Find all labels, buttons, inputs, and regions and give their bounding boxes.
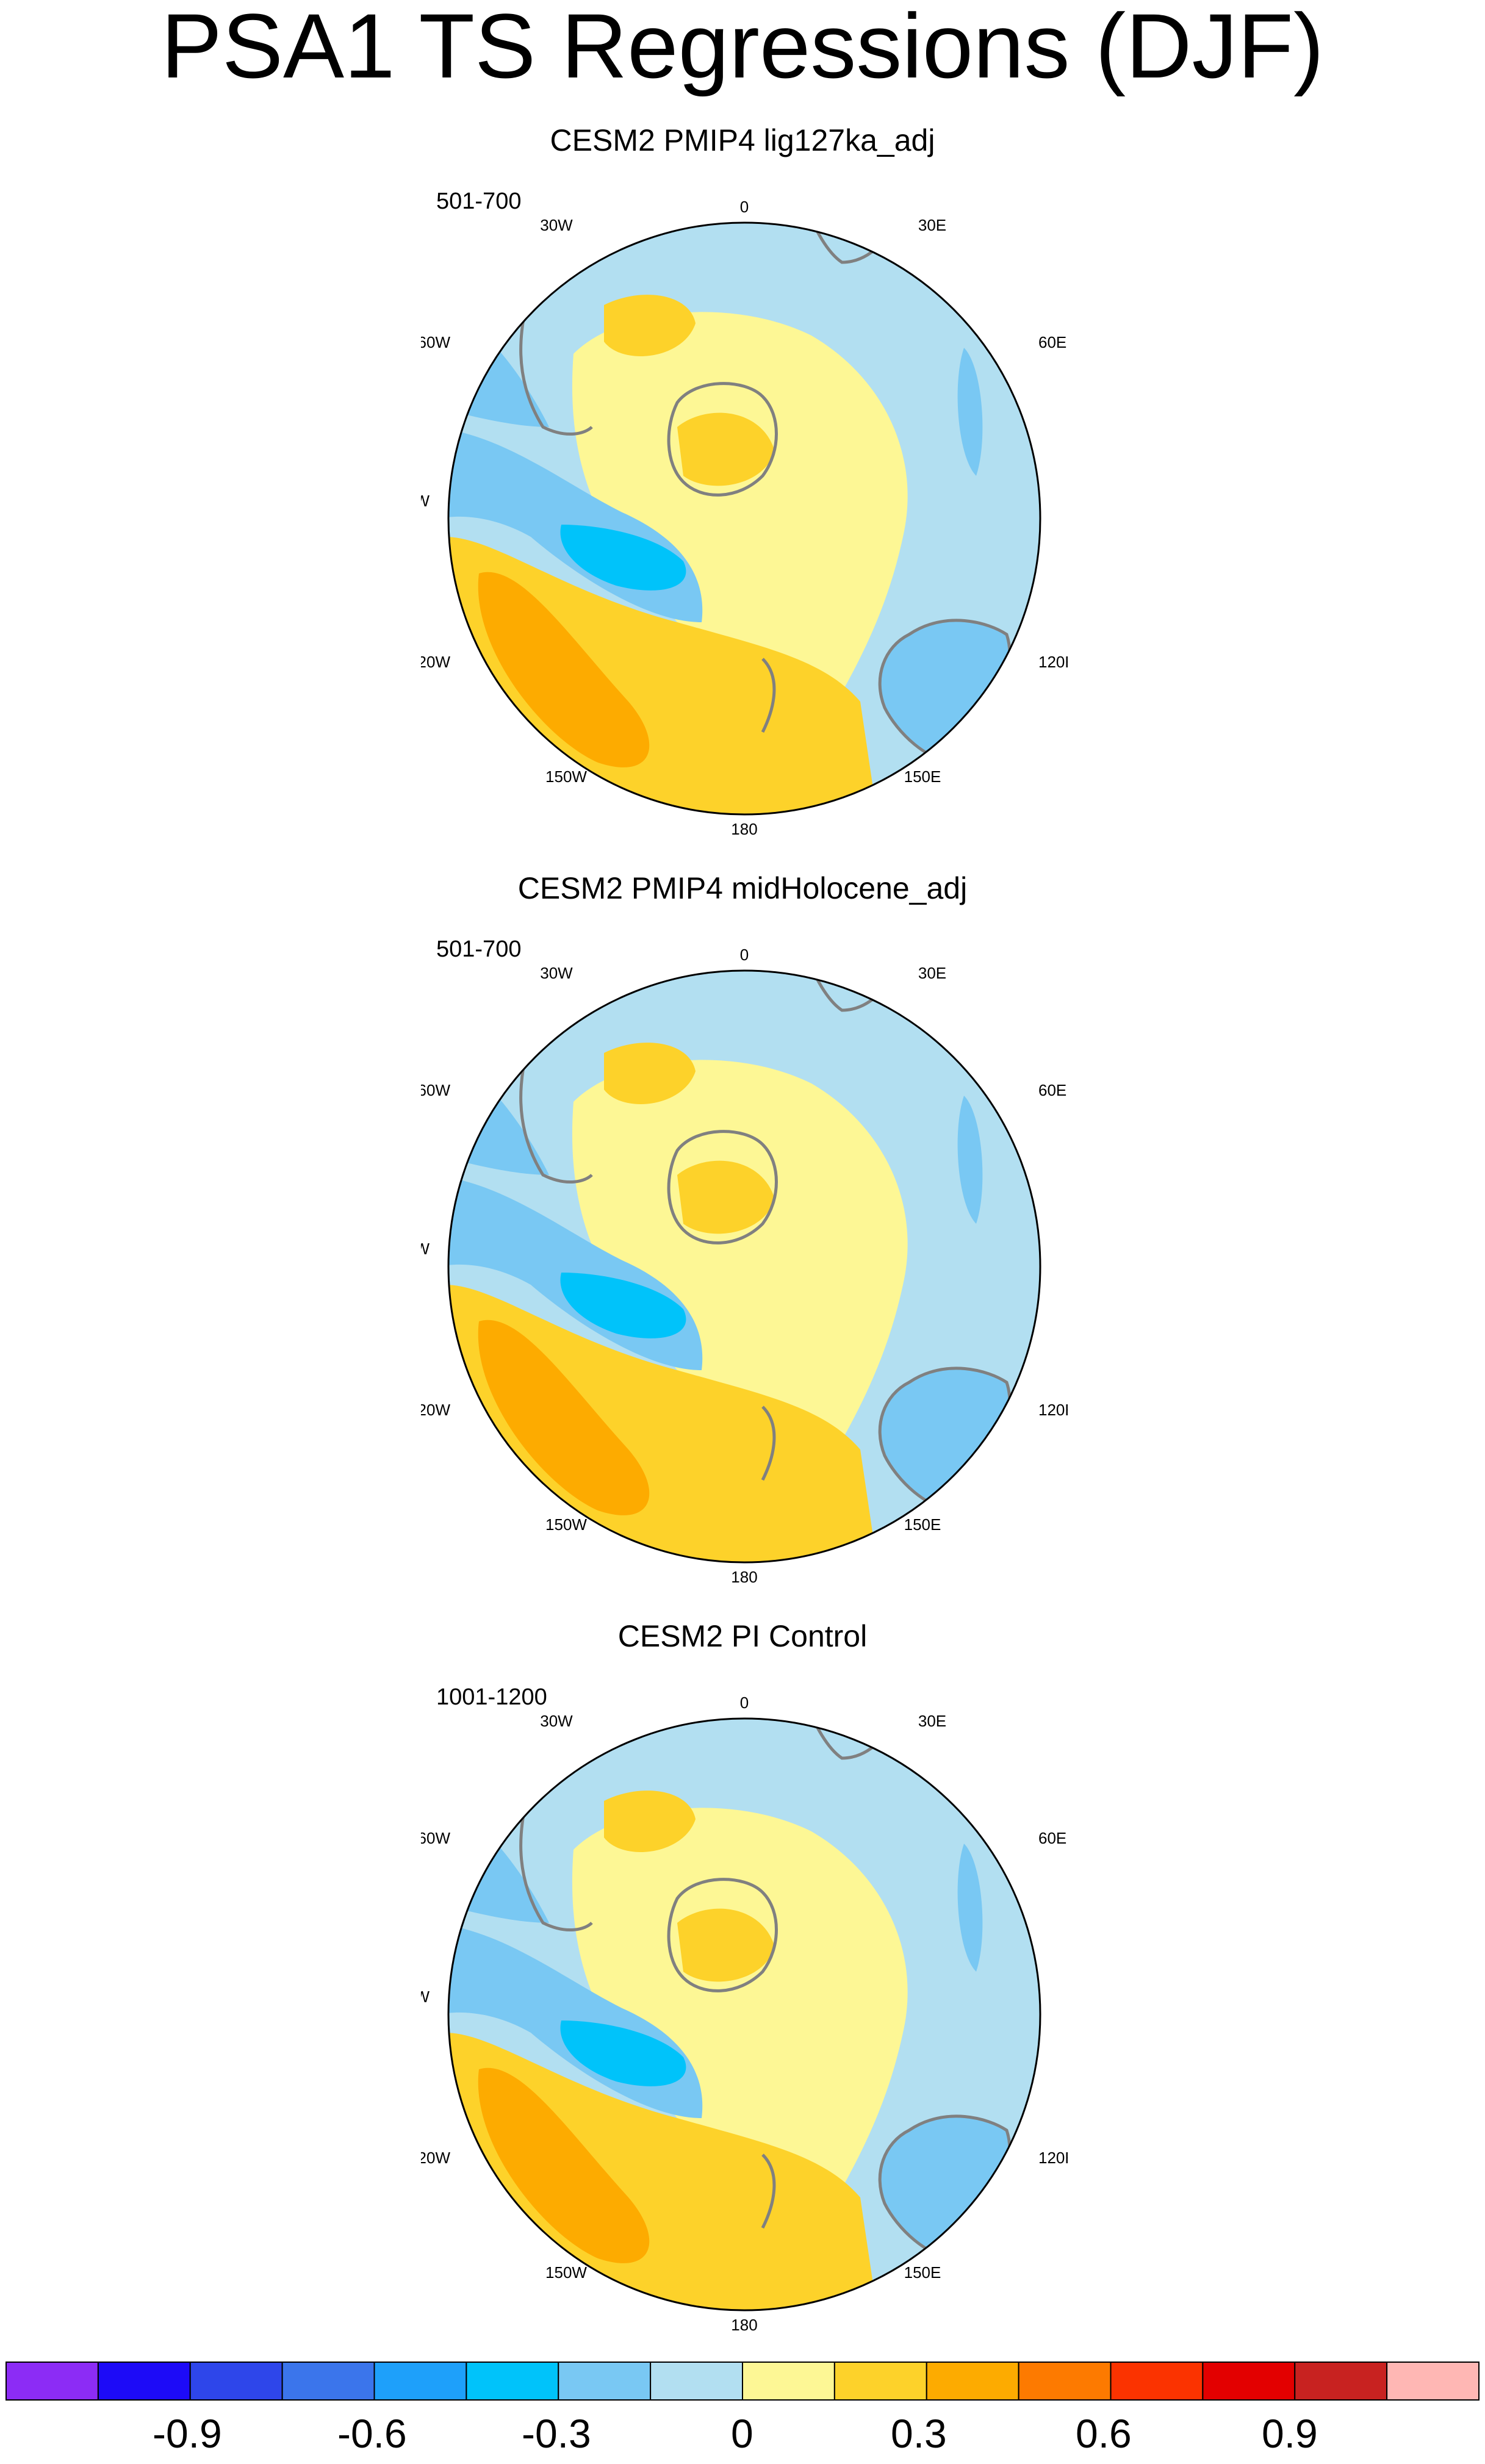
negative-region (560, 525, 686, 591)
longitude-label: 150W (545, 767, 587, 786)
panel-lig127ka: CESM2 PMIP4 lig127ka_adj 501-700 0 30W 30E… (0, 122, 1485, 870)
map-frame (447, 221, 1041, 816)
colorbar-label: 0 (731, 2411, 753, 2456)
longitude-label: 30E (918, 1712, 946, 1730)
colorbar-swatch (281, 2362, 375, 2401)
colorbar-label: 0.6 (1076, 2411, 1132, 2456)
colorbar-swatch (558, 2362, 652, 2401)
longitude-label: 180 (731, 820, 757, 838)
positive-region (677, 1160, 775, 1234)
longitude-label: 30W (540, 1712, 573, 1730)
field-shading (448, 971, 1040, 1562)
positive-region (604, 295, 696, 356)
longitude-label: 150W (545, 2263, 587, 2282)
period-label: 1001-1200 (436, 1684, 547, 1710)
longitude-label: 180 (731, 1568, 757, 1586)
colorbar-label: 0.3 (891, 2411, 947, 2456)
negative-region (560, 1273, 686, 1338)
longitude-label: 90W (421, 1988, 430, 2006)
colorbar-swatch (466, 2362, 559, 2401)
colorbar-swatch (1202, 2362, 1296, 2401)
antarctica-outline (667, 382, 778, 497)
negative-region (957, 1844, 983, 1972)
panel-title: CESM2 PI Control (617, 1619, 868, 1653)
panel-midholocene: CESM2 PMIP4 midHolocene_adj 501-700 0 30W… (0, 870, 1485, 1618)
longitude-label: 0 (740, 946, 749, 964)
longitude-label: 120W (421, 1401, 450, 1419)
longitude-label: 120E (1038, 1401, 1068, 1419)
new-zealand-outline (761, 1406, 776, 1481)
colorbar (5, 2362, 1480, 2401)
period-label: 501-700 (436, 189, 522, 214)
longitude-label: 0 (740, 1694, 749, 1712)
colorbar-swatch (650, 2362, 743, 2401)
polar-map: 030W30E60W60E90W90E120W120E150W150E180 (421, 946, 1068, 1586)
colorbar-swatch (1110, 2362, 1204, 2401)
colorbar-swatch (97, 2362, 191, 2401)
longitude-label: 120E (1038, 2149, 1068, 2167)
map-frame (447, 1717, 1041, 2311)
longitude-label: 150E (904, 1515, 941, 1534)
longitude-label: 30W (540, 216, 573, 234)
positive-region (677, 412, 775, 486)
longitude-label: 120E (1038, 653, 1068, 671)
longitude-label: 90W (421, 1240, 430, 1258)
colorbar-swatch (5, 2362, 99, 2401)
colorbar-swatch (1018, 2362, 1112, 2401)
new-zealand-outline (761, 658, 776, 733)
field-shading (448, 1719, 1040, 2310)
longitude-label: 120W (421, 653, 450, 671)
longitude-label: 30E (918, 216, 946, 234)
negative-region (560, 2020, 686, 2086)
polar-map: 030W30E60W60E90W90E120W120E150W150E180 (421, 1694, 1068, 2334)
longitude-label: 90W (421, 492, 430, 510)
new-zealand-outline (761, 2153, 776, 2229)
longitude-label: 150W (545, 1515, 587, 1534)
longitude-label: 60E (1038, 1829, 1066, 1847)
polar-map: 030W30E60W60E90W90E120W120E150W150E180 (421, 198, 1068, 838)
colorbar-swatch (833, 2362, 927, 2401)
antarctica-outline (667, 1130, 778, 1245)
longitude-label: 60E (1038, 1081, 1066, 1099)
longitude-label: 30E (918, 964, 946, 982)
colorbar-label: -0.9 (153, 2411, 222, 2456)
panel-title: CESM2 PMIP4 lig127ka_adj (550, 123, 935, 157)
field-shading (448, 223, 1040, 814)
colorbar-swatch (1294, 2362, 1388, 2401)
longitude-label: 0 (740, 198, 749, 216)
colorbar-label: 0.9 (1262, 2411, 1318, 2456)
negative-region (957, 1096, 983, 1224)
longitude-label: 60E (1038, 333, 1066, 351)
negative-region (957, 348, 983, 476)
colorbar-swatch (926, 2362, 1019, 2401)
longitude-label: 180 (731, 2316, 757, 2334)
colorbar-label: -0.6 (337, 2411, 407, 2456)
main-title: PSA1 TS Regressions (DJF) (160, 0, 1325, 97)
longitude-label: 150E (904, 767, 941, 786)
colorbar-swatch (1386, 2362, 1480, 2401)
panel-pi-control: CESM2 PI Control 1001-1200 0 30W 30E 60W 60E… (0, 1618, 1485, 2366)
colorbar-swatch (189, 2362, 283, 2401)
colorbar-label: -0.3 (522, 2411, 591, 2456)
period-label: 501-700 (436, 936, 522, 962)
positive-region (604, 1791, 696, 1852)
positive-region (604, 1043, 696, 1104)
colorbar-swatch (742, 2362, 835, 2401)
panel-title: CESM2 PMIP4 midHolocene_adj (517, 871, 968, 905)
colorbar-swatch (373, 2362, 467, 2401)
positive-region (478, 572, 650, 767)
positive-region (478, 2067, 650, 2263)
map-frame (447, 969, 1041, 1564)
positive-region (478, 1320, 650, 1515)
longitude-label: 60W (421, 1081, 450, 1099)
longitude-label: 150E (904, 2263, 941, 2282)
longitude-label: 30W (540, 964, 573, 982)
longitude-label: 60W (421, 1829, 450, 1847)
longitude-label: 60W (421, 333, 450, 351)
positive-region (677, 1908, 775, 1982)
longitude-label: 120W (421, 2149, 450, 2167)
antarctica-outline (667, 1878, 778, 1992)
